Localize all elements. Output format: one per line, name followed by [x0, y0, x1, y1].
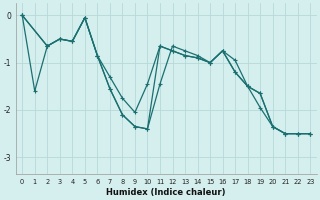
X-axis label: Humidex (Indice chaleur): Humidex (Indice chaleur) — [107, 188, 226, 197]
